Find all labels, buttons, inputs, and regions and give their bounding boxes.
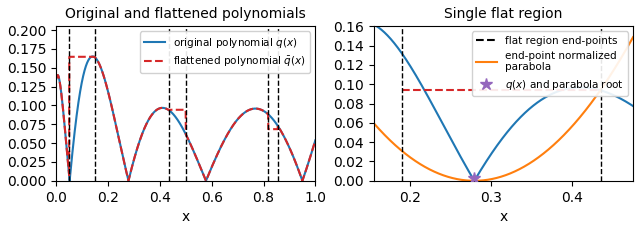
original polynomial $q(x)$	[312, 139, 319, 142]
original polynomial $q(x)$	[52, 77, 60, 80]
original polynomial $q(x)$	[97, 68, 105, 71]
Legend: original polynomial $q(x)$, flattened polynomial $\bar{q}(x)$: original polynomial $q(x)$, flattened po…	[140, 31, 310, 73]
flattened polynomial $\bar{q}(x)$	[312, 139, 319, 142]
flattened polynomial $\bar{q}(x)$	[163, 108, 171, 110]
original polynomial $q(x)$	[307, 155, 314, 158]
original polynomial $q(x)$	[278, 132, 286, 135]
flattened polynomial $\bar{q}(x)$	[97, 68, 105, 71]
original polynomial $q(x)$	[82, 64, 90, 67]
Title: Original and flattened polynomials: Original and flattened polynomials	[65, 7, 306, 21]
X-axis label: x: x	[499, 210, 508, 224]
flattened polynomial $\bar{q}(x)$	[298, 179, 306, 182]
original polynomial $q(x)$	[163, 108, 171, 110]
flattened polynomial $\bar{q}(x)$	[307, 155, 314, 158]
original polynomial $q(x)$	[152, 109, 159, 112]
flattened polynomial $\bar{q}(x)$	[65, 55, 73, 58]
Legend: flat region end-points, end-point normalized
parabola, $q(x)$ and parabola root: flat region end-points, end-point normal…	[472, 31, 628, 96]
flattened polynomial $\bar{q}(x)$	[52, 77, 60, 80]
original polynomial $q(x)$	[298, 179, 306, 182]
Title: Single flat region: Single flat region	[444, 7, 563, 21]
original polynomial $q(x)$	[89, 55, 97, 58]
flattened polynomial $\bar{q}(x)$	[82, 55, 90, 58]
flattened polynomial $\bar{q}(x)$	[278, 132, 286, 135]
Line: original polynomial $q(x)$: original polynomial $q(x)$	[56, 56, 316, 181]
X-axis label: x: x	[182, 210, 190, 224]
Line: flattened polynomial $\bar{q}(x)$: flattened polynomial $\bar{q}(x)$	[56, 57, 316, 181]
flattened polynomial $\bar{q}(x)$	[152, 109, 159, 112]
